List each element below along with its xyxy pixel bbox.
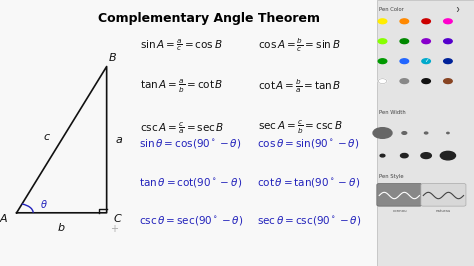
Text: +: +: [110, 224, 118, 234]
Circle shape: [378, 79, 387, 84]
Text: b: b: [58, 223, 65, 234]
Circle shape: [422, 79, 430, 84]
Circle shape: [444, 59, 452, 64]
Circle shape: [444, 39, 452, 44]
Circle shape: [378, 39, 387, 44]
Text: $\cot\theta = \tan(90^\circ - \theta)$: $\cot\theta = \tan(90^\circ - \theta)$: [257, 176, 361, 189]
Text: Pen Style: Pen Style: [379, 174, 404, 179]
Text: $\sec A = \frac{c}{b} = \csc B$: $\sec A = \frac{c}{b} = \csc B$: [258, 119, 343, 136]
Circle shape: [444, 79, 452, 84]
Bar: [0, 0, 377, 266]
Text: θ: θ: [41, 200, 46, 210]
Text: $\tan\theta = \cot(90^\circ - \theta)$: $\tan\theta = \cot(90^\circ - \theta)$: [139, 176, 242, 189]
Text: $\tan A = \frac{a}{b} = \cot B$: $\tan A = \frac{a}{b} = \cot B$: [140, 78, 223, 95]
Text: a: a: [115, 135, 122, 145]
Circle shape: [373, 128, 392, 138]
Circle shape: [378, 59, 387, 64]
Circle shape: [380, 154, 385, 157]
Circle shape: [422, 19, 430, 24]
Circle shape: [378, 19, 387, 24]
Text: connou: connou: [392, 209, 407, 213]
Text: naturau: naturau: [436, 209, 451, 213]
Circle shape: [400, 19, 409, 24]
Text: $\sec\theta = \csc(90^\circ - \theta)$: $\sec\theta = \csc(90^\circ - \theta)$: [257, 214, 362, 227]
Circle shape: [425, 132, 428, 134]
Circle shape: [422, 59, 430, 64]
Text: Complementary Angle Theorem: Complementary Angle Theorem: [98, 12, 319, 25]
Circle shape: [400, 39, 409, 44]
Circle shape: [402, 132, 407, 134]
Text: $\cot A = \frac{b}{a} = \tan B$: $\cot A = \frac{b}{a} = \tan B$: [258, 78, 342, 95]
Text: c: c: [44, 132, 50, 142]
Circle shape: [447, 132, 449, 134]
Text: $\csc\theta = \sec(90^\circ - \theta)$: $\csc\theta = \sec(90^\circ - \theta)$: [139, 214, 243, 227]
Text: $\sin\theta = \cos(90^\circ - \theta)$: $\sin\theta = \cos(90^\circ - \theta)$: [139, 137, 241, 150]
Circle shape: [444, 19, 452, 24]
Circle shape: [440, 151, 456, 160]
FancyBboxPatch shape: [421, 184, 466, 206]
Circle shape: [400, 59, 409, 64]
Circle shape: [400, 79, 409, 84]
FancyBboxPatch shape: [377, 184, 422, 206]
Text: B: B: [109, 52, 117, 63]
Text: C: C: [114, 214, 121, 224]
Text: Pen Width: Pen Width: [379, 110, 406, 115]
Text: ✓: ✓: [424, 59, 428, 64]
Text: $\cos\theta = \sin(90^\circ - \theta)$: $\cos\theta = \sin(90^\circ - \theta)$: [257, 137, 360, 150]
Circle shape: [401, 153, 408, 158]
Bar: [377, 0, 474, 266]
Text: A: A: [0, 214, 7, 224]
Circle shape: [421, 153, 431, 159]
Circle shape: [422, 39, 430, 44]
Text: ❯: ❯: [456, 7, 460, 12]
Text: Pen Color: Pen Color: [379, 7, 404, 12]
Text: $\cos A = \frac{b}{c} = \sin B$: $\cos A = \frac{b}{c} = \sin B$: [258, 37, 341, 54]
Text: $\sin A = \frac{a}{c} = \cos B$: $\sin A = \frac{a}{c} = \cos B$: [140, 38, 222, 53]
Text: $\csc A = \frac{c}{a} = \sec B$: $\csc A = \frac{c}{a} = \sec B$: [140, 120, 224, 135]
